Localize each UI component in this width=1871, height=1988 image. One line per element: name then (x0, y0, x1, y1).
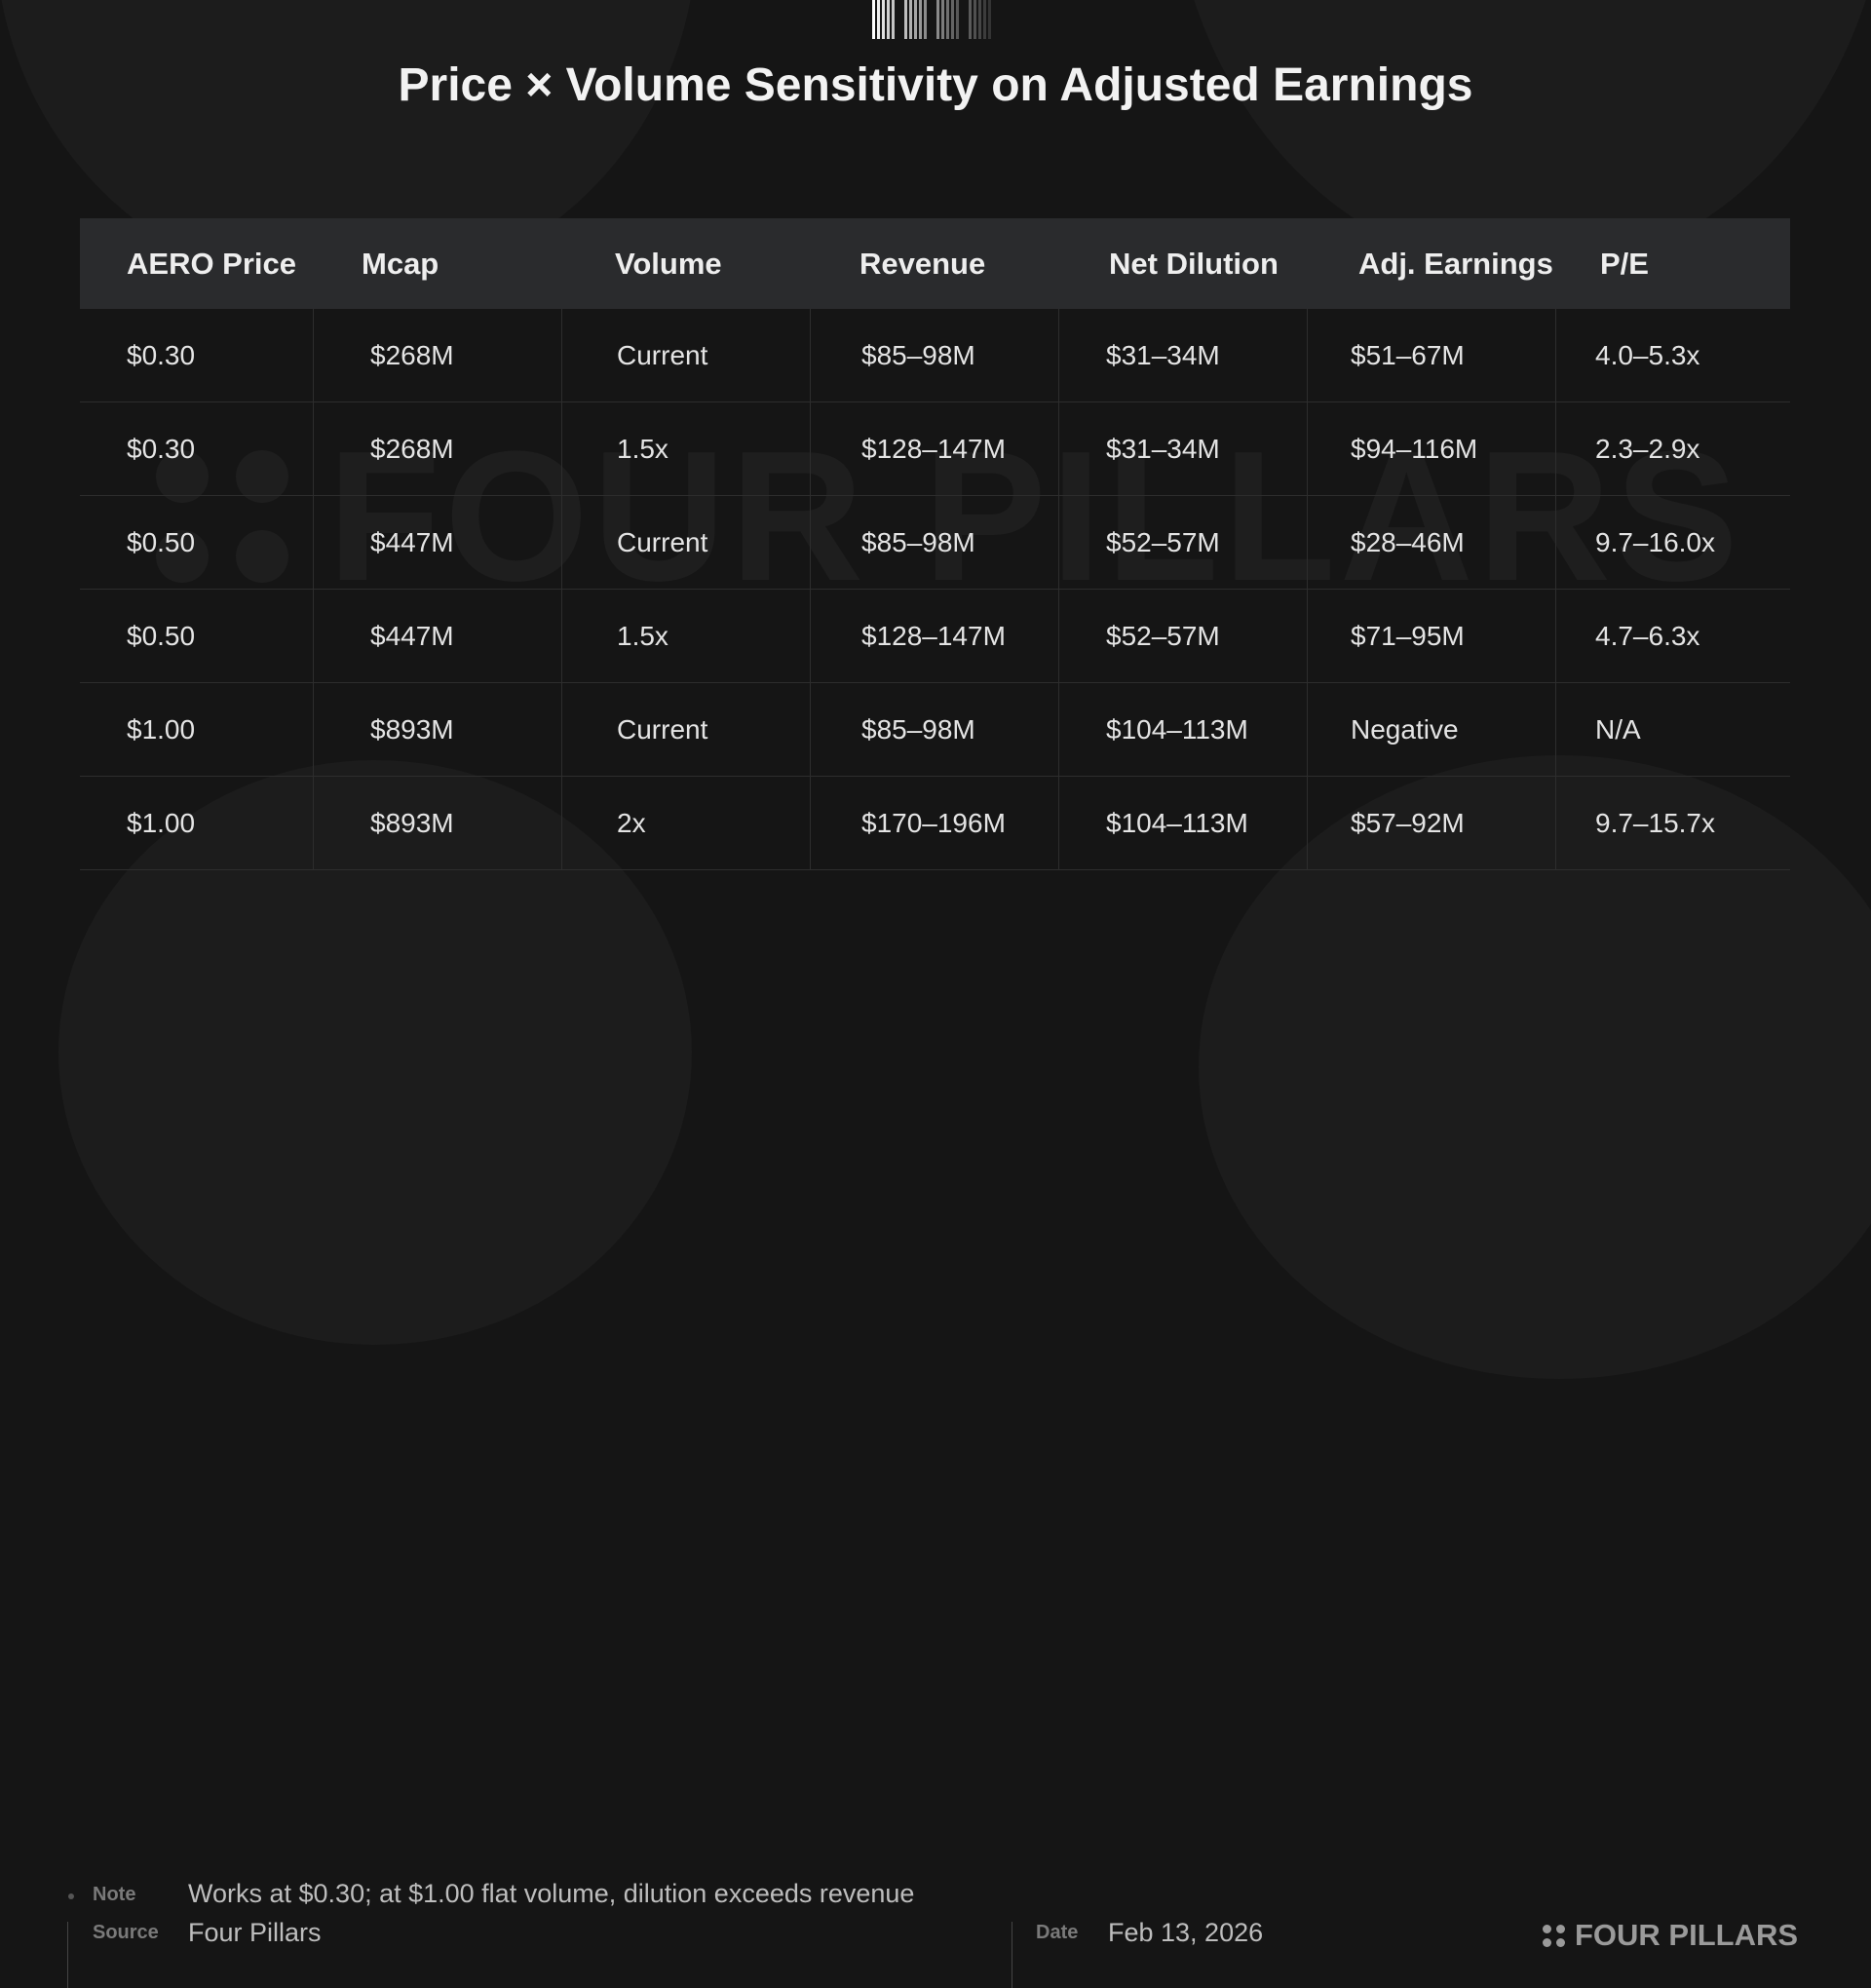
table-cell: $104–113M (1058, 683, 1307, 776)
table-cell: $0.30 (127, 339, 196, 370)
table-cell: 9.7–15.7x (1555, 777, 1790, 869)
table-row: $1.00 $893M 2x $170–196M $104–113M $57–92M 9.7… (80, 777, 1790, 870)
table-cell: 2.3–2.9x (1555, 402, 1790, 495)
table-cell: $128–147M (810, 590, 1058, 682)
table-cell: Current (561, 496, 810, 589)
table-cell: $447M (313, 590, 561, 682)
table-cell: $51–67M (1307, 309, 1555, 401)
column-header: AERO Price (127, 246, 297, 281)
barcode-bar-group (969, 0, 991, 39)
table-cell: $85–98M (810, 309, 1058, 401)
column-header: Revenue (859, 246, 986, 281)
table-cell: $0.50 (127, 620, 196, 651)
column-header: Net Dilution (1109, 246, 1279, 281)
column-header: P/E (1600, 246, 1649, 281)
table-cell: $268M (313, 402, 561, 495)
table-cell: $0.30 (127, 433, 196, 464)
logo-dots-icon (1543, 1924, 1565, 1947)
barcode-bar-group (936, 0, 959, 39)
footer: Note Works at $0.30; at $1.00 flat volum… (0, 936, 1871, 1988)
note-text: Works at $0.30; at $1.00 flat volume, di… (188, 1879, 915, 1908)
bullet-icon (68, 1893, 74, 1899)
table-cell: $52–57M (1058, 590, 1307, 682)
barcode-bar-group (872, 0, 895, 39)
date-text: Feb 13, 2026 (1108, 1918, 1264, 1947)
source-text: Four Pillars (188, 1918, 322, 1947)
table-cell: $1.00 (127, 713, 196, 745)
table-cell: Current (561, 309, 810, 401)
table-header-row: AERO Price Mcap Volume Revenue Net Dilution A… (80, 218, 1790, 309)
source-label: Source (93, 1922, 159, 1943)
table-cell: 4.7–6.3x (1555, 590, 1790, 682)
table-cell: Negative (1307, 683, 1555, 776)
barcode-bar-group (904, 0, 927, 39)
table-cell: $57–92M (1307, 777, 1555, 869)
logo-dots-icon (156, 450, 288, 583)
watermark-logo: FOUR PILLARS (156, 413, 1742, 620)
date-label: Date (1036, 1922, 1079, 1943)
table-cell: $447M (313, 496, 561, 589)
table-cell: $104–113M (1058, 777, 1307, 869)
table-cell: 2x (561, 777, 810, 869)
table-cell: $893M (313, 683, 561, 776)
table-cell: $170–196M (810, 777, 1058, 869)
table-cell: 1.5x (561, 402, 810, 495)
column-header: Adj. Earnings (1358, 246, 1553, 281)
column-header: Mcap (362, 246, 439, 281)
table-cell: $85–98M (810, 683, 1058, 776)
table-cell: $94–116M (1307, 402, 1555, 495)
sensitivity-table: AERO Price Mcap Volume Revenue Net Dilution A… (80, 218, 1790, 870)
table-row: $0.30 $268M Current $85–98M $31–34M $51–67M 4.… (80, 309, 1790, 402)
table-cell: $893M (313, 777, 561, 869)
table-cell: $31–34M (1058, 309, 1307, 401)
table-cell: $268M (313, 309, 561, 401)
table-row: $1.00 $893M Current $85–98M $104–113M Negativ… (80, 683, 1790, 777)
watermark-text: FOUR PILLARS (327, 413, 1742, 620)
table-cell: $128–147M (810, 402, 1058, 495)
table-row: $0.30 $268M 1.5x $128–147M $31–34M $94–116M 2.… (80, 402, 1790, 496)
table-cell: $0.50 (127, 526, 196, 557)
table-cell: $28–46M (1307, 496, 1555, 589)
table-cell: Current (561, 683, 810, 776)
page-title: Price × Volume Sensitivity on Adjusted E… (398, 59, 1473, 111)
table-cell: $52–57M (1058, 496, 1307, 589)
note-label: Note (93, 1884, 136, 1905)
table-cell: $31–34M (1058, 402, 1307, 495)
table-body: $0.30 $268M Current $85–98M $31–34M $51–67M 4.… (80, 309, 1790, 870)
table-row: $0.50 $447M 1.5x $128–147M $52–57M $71–95M 4.7… (80, 590, 1790, 683)
table-cell: 4.0–5.3x (1555, 309, 1790, 401)
table-cell: N/A (1555, 683, 1790, 776)
table-cell: 9.7–16.0x (1555, 496, 1790, 589)
barcode-logo-icon (872, 0, 991, 39)
table-cell: $71–95M (1307, 590, 1555, 682)
brand-logo: FOUR PILLARS (1543, 1918, 1798, 1953)
table-row: $0.50 $447M Current $85–98M $52–57M $28–46M 9.… (80, 496, 1790, 590)
table-cell: $1.00 (127, 807, 196, 838)
divider (67, 1922, 68, 1988)
table-cell: 1.5x (561, 590, 810, 682)
table-cell: $85–98M (810, 496, 1058, 589)
column-header: Volume (615, 246, 722, 281)
brand-name: FOUR PILLARS (1575, 1918, 1799, 1952)
